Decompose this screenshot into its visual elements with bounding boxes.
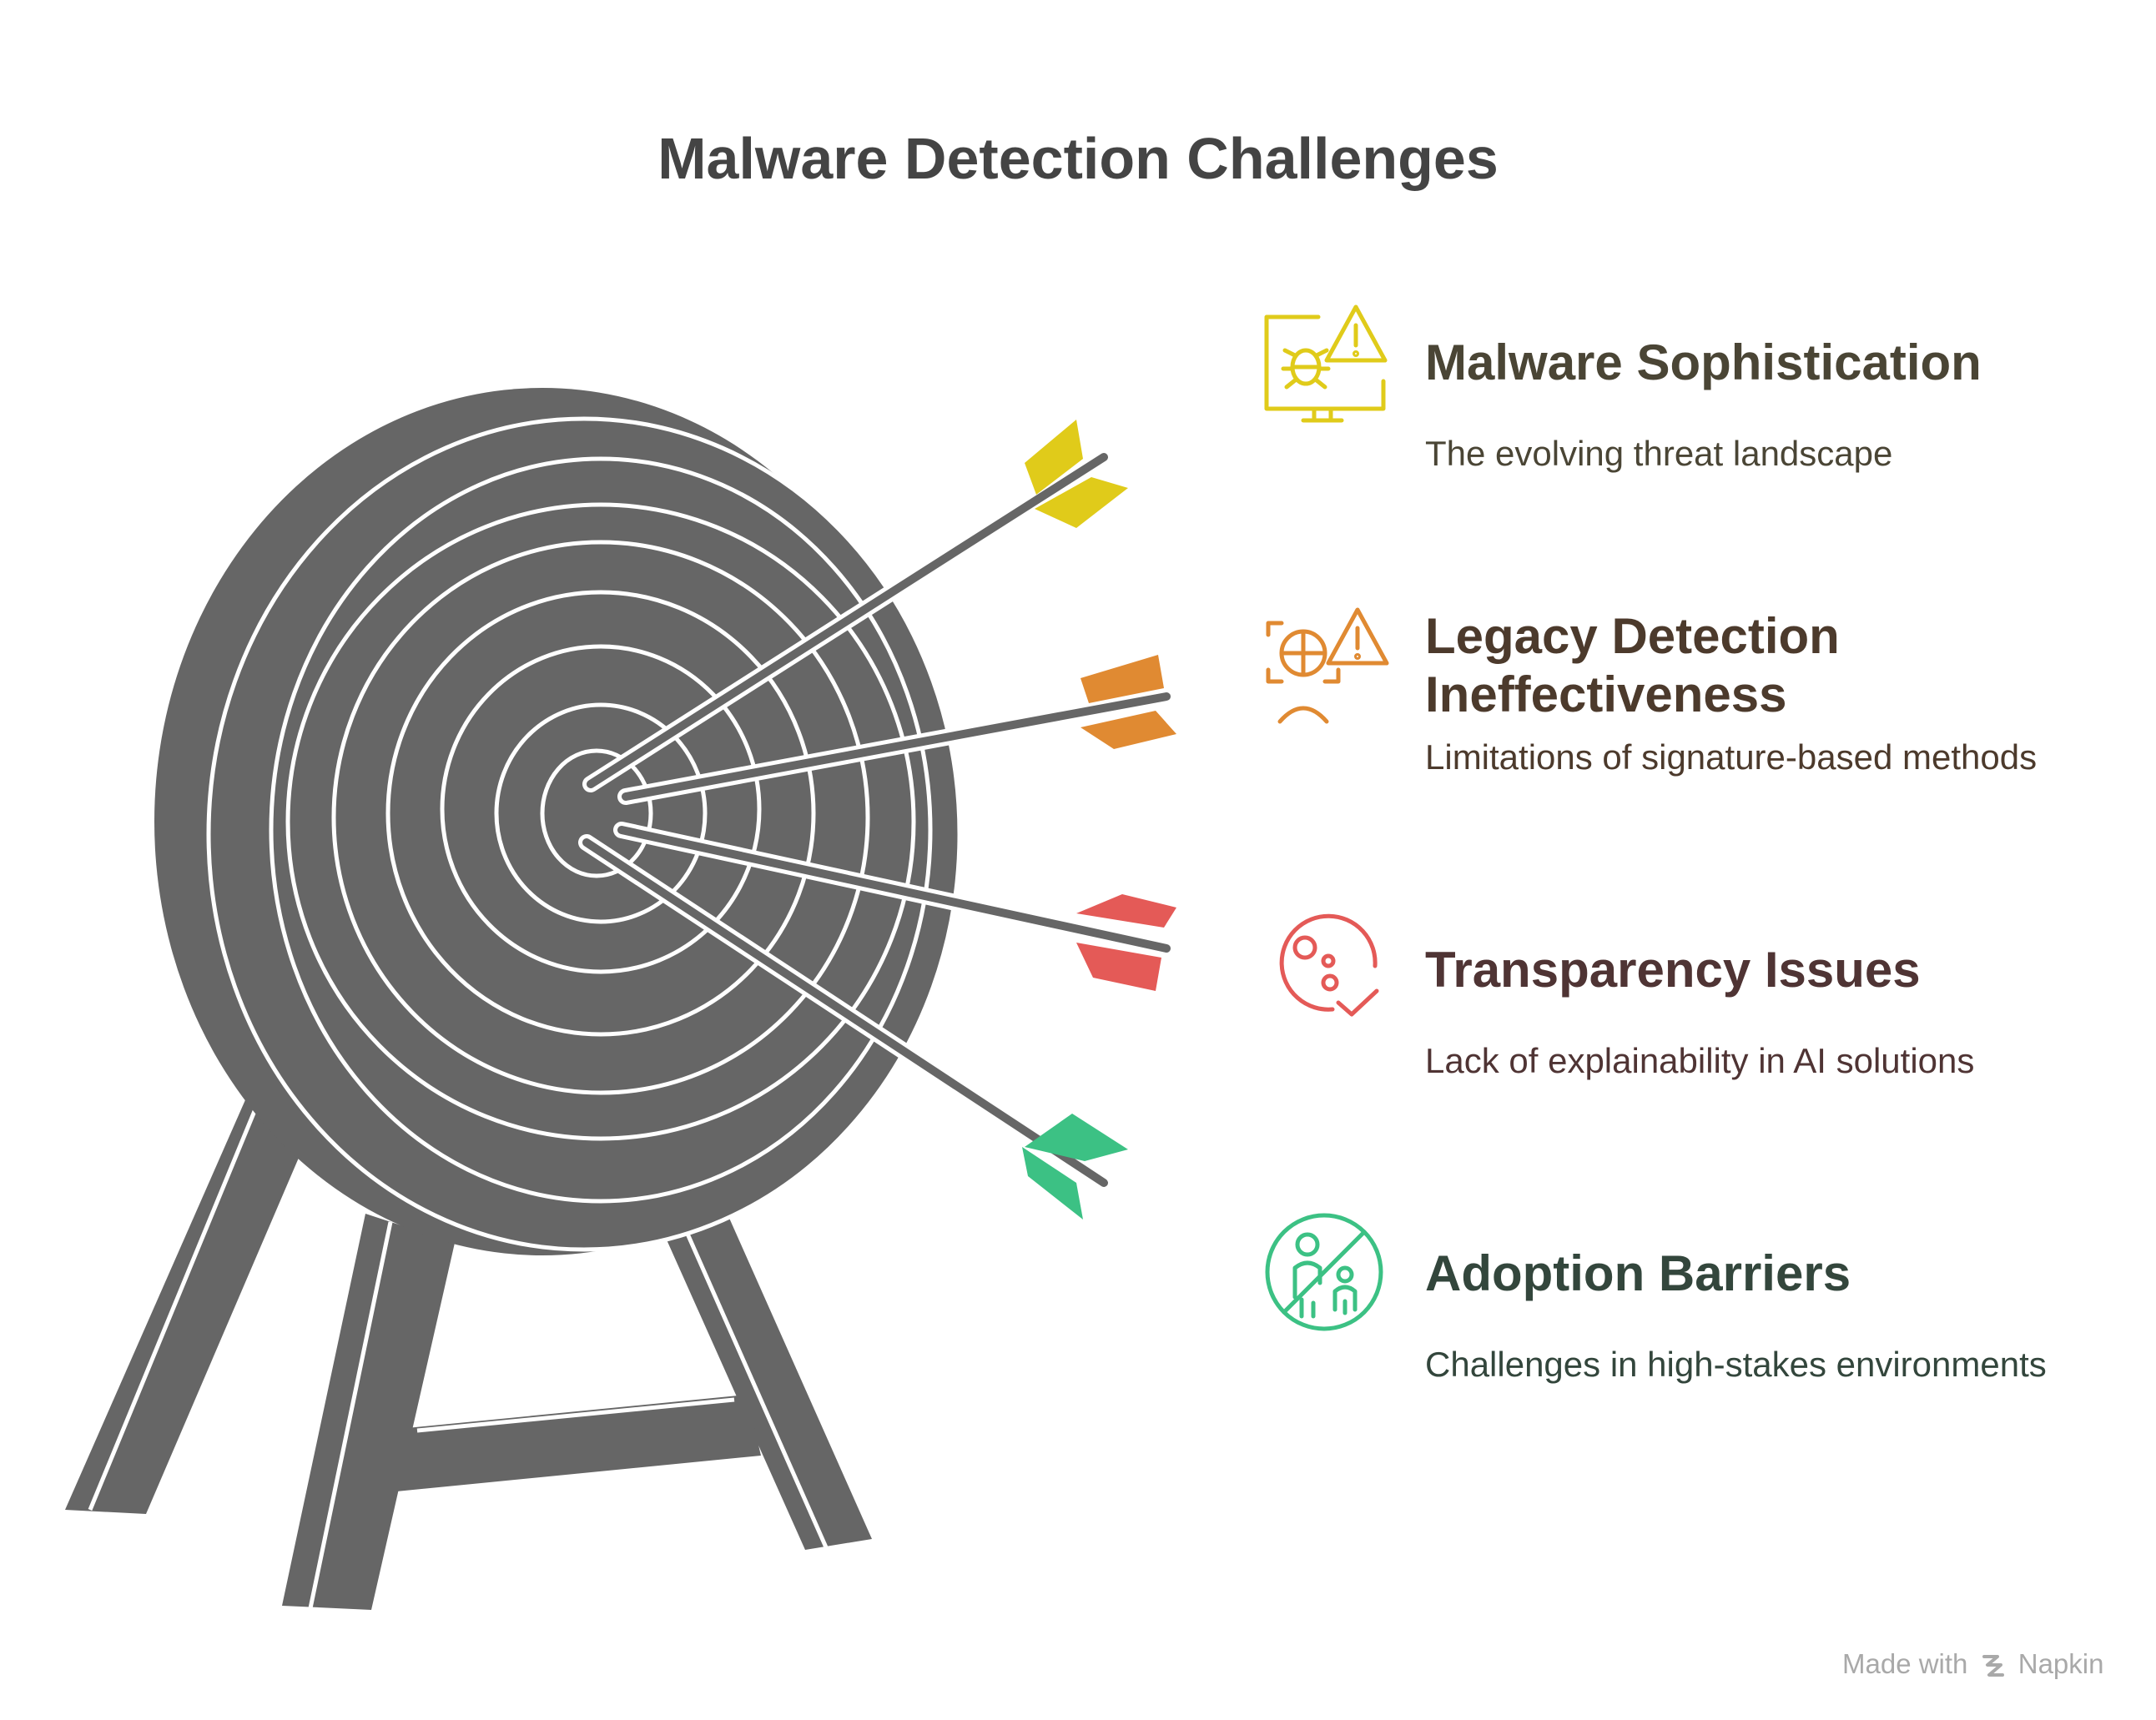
stand-crossbar xyxy=(396,1395,761,1491)
target-stand xyxy=(65,1089,872,1610)
arrow-yellow xyxy=(582,420,1128,792)
footer-brand: Napkin xyxy=(2017,1648,2104,1679)
item-desc-legacy-detection: Limitations of signature-based methods xyxy=(1425,737,2038,777)
prohibited-people-icon xyxy=(1265,1213,1383,1331)
scan-user-warning-icon xyxy=(1266,607,1389,724)
page-title: Malware Detection Challenges xyxy=(657,126,1499,191)
stand-leg-front xyxy=(282,1214,455,1610)
circle-dots-check-icon xyxy=(1279,913,1379,1017)
napkin-logo-icon xyxy=(1982,1655,2004,1677)
stand-leg-left xyxy=(65,1089,309,1514)
stand-leg-right xyxy=(655,1201,872,1550)
arrow-orange xyxy=(617,655,1176,805)
arrow-red xyxy=(613,822,1176,991)
item-title-malware-sophistication: Malware Sophistication xyxy=(1425,334,1982,390)
bug-monitor-warning-icon xyxy=(1264,304,1388,423)
item-desc-adoption-barriers: Challenges in high-stakes environments xyxy=(1425,1345,2047,1384)
item-desc-transparency-issues: Lack of explainability in AI solutions xyxy=(1425,1041,1975,1080)
arrow-green xyxy=(578,834,1128,1220)
item-desc-malware-sophistication: The evolving threat landscape xyxy=(1425,434,1893,473)
item-title-transparency-issues: Transparency Issues xyxy=(1425,942,1921,998)
target-board xyxy=(154,388,962,1255)
item-title-legacy-detection: Legacy Detection Ineffectiveness xyxy=(1425,608,1840,722)
footer-prefix: Made with xyxy=(1842,1648,1968,1679)
item-title-adoption-barriers: Adoption Barriers xyxy=(1425,1245,1851,1301)
made-with-napkin-footer: Made with Napkin xyxy=(1842,1648,2103,1680)
